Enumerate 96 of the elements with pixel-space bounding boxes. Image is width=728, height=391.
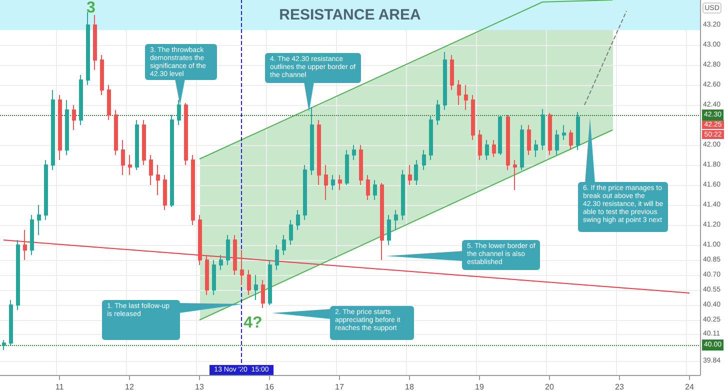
candlestick — [317, 120, 321, 186]
candlestick — [498, 114, 502, 156]
candlestick — [156, 164, 160, 196]
candlestick — [464, 84, 468, 110]
candlestick — [198, 214, 202, 266]
candlestick — [247, 270, 251, 296]
candlestick — [394, 210, 398, 230]
candlestick — [541, 108, 545, 150]
candlestick — [422, 150, 426, 170]
candlestick — [79, 74, 83, 126]
candlestick — [16, 240, 20, 310]
candlestick — [296, 210, 300, 230]
candlestick — [44, 160, 48, 220]
candlestick — [100, 54, 104, 96]
candlestick — [492, 140, 496, 158]
band-label: RESISTANCE AREA — [279, 6, 422, 24]
candlestick — [457, 80, 461, 106]
candlestick — [23, 230, 27, 260]
candlestick — [303, 164, 307, 220]
candlestick — [324, 164, 328, 200]
candlestick — [261, 280, 265, 308]
x-tick-label: 16 — [265, 382, 274, 391]
candlestick — [345, 150, 349, 186]
candlestick — [520, 124, 524, 170]
candlestick — [359, 144, 363, 186]
candlestick — [548, 112, 552, 156]
candlestick — [93, 14, 97, 70]
candlestick — [485, 140, 489, 160]
candlestick — [107, 84, 111, 120]
candlestick — [2, 340, 6, 350]
candlestick — [205, 254, 209, 296]
candlestick — [450, 54, 454, 90]
candlestick — [254, 274, 258, 300]
candlestick — [30, 214, 34, 256]
candlestick — [414, 160, 418, 186]
candlestick — [534, 140, 538, 158]
candlestick — [184, 102, 188, 166]
candlestick — [569, 130, 573, 150]
x-tick-label: 11 — [55, 382, 64, 391]
candlestick — [366, 174, 370, 200]
x-tick-label: 18 — [405, 382, 414, 391]
x-tick-label: 13 — [195, 382, 204, 391]
x-tick-label: 24 — [685, 382, 694, 391]
candlestick — [555, 130, 559, 156]
candlestick — [37, 204, 41, 236]
x-tick-label: 12 — [125, 382, 134, 391]
candlestick — [58, 94, 62, 160]
candlestick — [506, 114, 510, 170]
candlestick — [51, 90, 55, 170]
candlestick — [387, 214, 391, 246]
candlestick — [121, 140, 125, 176]
candlestick — [233, 234, 237, 276]
candlestick — [338, 174, 342, 190]
candlestick — [408, 164, 412, 186]
candlestick — [72, 104, 76, 130]
candlestick — [275, 244, 279, 270]
candlestick — [513, 160, 517, 190]
x-tick-label: 20 — [545, 382, 554, 391]
candlestick — [191, 154, 195, 226]
candlestick — [576, 112, 580, 150]
candlestick — [142, 120, 146, 166]
candlestick — [219, 254, 223, 270]
candlestick — [310, 106, 314, 176]
candlestick — [149, 154, 153, 186]
candlestick — [401, 170, 405, 220]
candlestick — [240, 250, 244, 286]
candlestick — [443, 52, 447, 110]
annotation: 3 — [86, 0, 96, 16]
candlestick — [65, 100, 69, 156]
candlestick — [114, 110, 118, 156]
candlestick — [128, 154, 132, 176]
candlestick — [478, 130, 482, 160]
candlestick — [163, 174, 167, 210]
candlestick — [331, 174, 335, 190]
candlestick — [429, 114, 433, 160]
candlestick — [562, 124, 566, 140]
candlestick — [282, 234, 286, 256]
candlestick — [212, 260, 216, 296]
annotation: 4? — [244, 314, 262, 332]
candlestick — [170, 114, 174, 208]
candlestick — [86, 12, 90, 86]
x-tick-label: 19 — [475, 382, 484, 391]
candlestick — [471, 94, 475, 140]
candlestick — [436, 100, 440, 126]
candlestick — [9, 300, 13, 346]
candlestick — [135, 120, 139, 170]
candlestick — [373, 180, 377, 200]
candlestick — [177, 100, 181, 126]
x-tick-label: 17 — [335, 382, 344, 391]
candlestick — [527, 124, 531, 156]
candlestick — [289, 220, 293, 246]
x-tick-label: 23 — [615, 382, 624, 391]
candlestick — [352, 144, 356, 160]
candlestick — [226, 234, 230, 266]
candlestick — [380, 182, 384, 260]
candlestick — [268, 260, 272, 306]
